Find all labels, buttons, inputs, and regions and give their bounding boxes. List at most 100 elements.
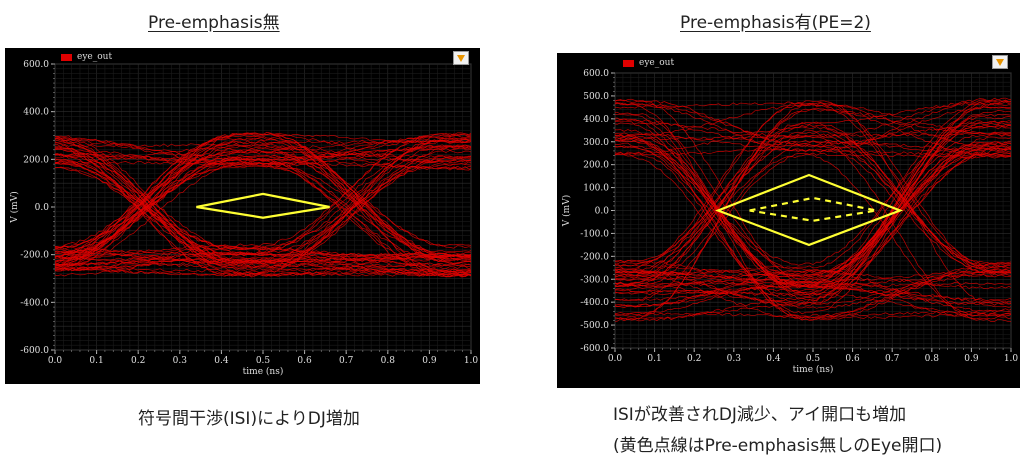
y-tick-label: 300.0: [583, 138, 609, 148]
x-tick-label: 0.4: [766, 354, 781, 364]
eye-trace: [615, 147, 1011, 285]
x-tick-label: 0.6: [845, 354, 860, 364]
x-tick-label: 0.7: [885, 354, 900, 364]
eye-trace: [615, 107, 1011, 281]
y-tick-label: 400.0: [583, 115, 609, 125]
eye-trace: [55, 139, 471, 267]
eye-trace: [55, 145, 471, 162]
filter-funnel-icon[interactable]: [992, 55, 1008, 69]
eye-trace: [55, 149, 471, 257]
eye-trace: [615, 133, 1011, 302]
eye-trace: [55, 148, 471, 277]
eye-trace: [615, 154, 1011, 317]
y-tick-label: -200.0: [580, 252, 609, 262]
eye-trace: [55, 138, 471, 267]
eye-trace: [55, 154, 471, 265]
eye-trace: [55, 137, 471, 264]
eye-trace: [615, 155, 1011, 306]
y-tick-label: 600.0: [23, 60, 49, 70]
y-tick-label: -200.0: [20, 251, 49, 261]
x-tick-label: 0.7: [339, 356, 354, 366]
x-tick-label: 0.4: [214, 356, 229, 366]
eye-trace: [615, 106, 1011, 294]
eye-trace: [55, 137, 471, 273]
eye-trace: [615, 97, 1011, 139]
y-tick-label: 100.0: [583, 184, 609, 194]
x-tick-label: 0.9: [422, 356, 437, 366]
eye-trace: [615, 103, 1011, 278]
eye-trace: [615, 124, 1011, 266]
legend-label: eye_out: [639, 58, 675, 68]
eye-traces: [55, 131, 471, 278]
x-tick-label: 0.9: [964, 354, 979, 364]
eye-trace: [615, 126, 1011, 302]
eye-trace: [55, 150, 471, 261]
eye-trace: [615, 115, 1011, 304]
right-eye-diagram-chart: 600.0 500.0 400.0 300.0 200.0 100.0 0.0 -100.0 -…: [561, 69, 1018, 375]
eye-trace: [55, 250, 471, 264]
eye-trace: [55, 144, 471, 168]
left-eye-diagram-panel: 600.0 400.0 200.0 0.0 -200.0 -400.0 -600.0 0.0 0…: [5, 48, 480, 384]
filter-funnel-icon[interactable]: [453, 51, 469, 65]
x-tick-label: 0.5: [806, 354, 821, 364]
eye-opening-dashed: [749, 196, 877, 222]
right-eye-diagram-panel: 600.0 500.0 400.0 300.0 200.0 100.0 0.0 -100.0 -…: [557, 53, 1020, 388]
eye-trace: [615, 101, 1011, 285]
y-tick-label: 200.0: [23, 155, 49, 165]
y-tick-label: 600.0: [583, 69, 609, 79]
left-title: Pre-emphasis無: [148, 13, 280, 33]
x-axis-label: time (ns): [243, 366, 284, 377]
y-axis-label: V (mV): [9, 191, 20, 223]
eye-trace: [55, 133, 471, 269]
x-tick-label: 0.5: [256, 356, 271, 366]
eye-trace: [615, 131, 1011, 267]
eye-trace: [55, 162, 471, 278]
eye-trace: [55, 252, 471, 272]
y-tick-label: 200.0: [583, 161, 609, 171]
grid: [54, 63, 472, 351]
y-tick-label: -400.0: [20, 298, 49, 308]
eye-trace: [55, 137, 471, 269]
eye-traces: [615, 97, 1011, 323]
right-caption-line2: (黄色点線はPre-emphasis無しのEye開口): [613, 436, 943, 456]
eye-trace: [615, 270, 1011, 305]
x-tick-label: 0.3: [173, 356, 188, 366]
eye-trace: [55, 139, 471, 267]
eye-trace: [615, 103, 1011, 148]
eye-trace: [615, 113, 1011, 287]
y-tick-label: -100.0: [580, 229, 609, 239]
eye-trace: [615, 140, 1011, 322]
eye-trace: [615, 99, 1011, 278]
right-caption-line1: ISIが改善されDJ減少、アイ開口も増加: [613, 405, 907, 425]
y-tick-label: 0.0: [595, 207, 610, 217]
y-axis-label: V (mV): [561, 195, 572, 227]
right-legend: eye_out: [623, 58, 674, 68]
eye-trace: [615, 310, 1011, 318]
x-tick-label: 0.8: [925, 354, 940, 364]
x-tick-label: 0.3: [727, 354, 742, 364]
eye-trace: [55, 132, 471, 264]
eye-trace: [615, 140, 1011, 287]
left-legend: eye_out: [61, 52, 112, 62]
eye-trace: [55, 138, 471, 272]
x-tick-label: 0.8: [381, 356, 396, 366]
eye-trace: [55, 161, 471, 249]
legend-swatch: [623, 59, 634, 67]
x-tick-label: 0.0: [608, 354, 623, 364]
eye-trace: [615, 139, 1011, 295]
eye-trace: [55, 137, 471, 276]
x-tick-label: 0.1: [89, 356, 103, 366]
eye-trace: [615, 266, 1011, 321]
eye-trace: [55, 134, 471, 166]
eye-trace: [615, 126, 1011, 272]
x-tick-label: 0.2: [131, 356, 145, 366]
y-tick-label: 500.0: [583, 92, 609, 102]
eye-trace: [615, 120, 1011, 321]
eye-trace: [615, 129, 1011, 285]
eye-trace: [615, 142, 1011, 281]
eye-trace: [615, 99, 1011, 156]
x-tick-label: 0.2: [687, 354, 701, 364]
legend-label: eye_out: [77, 52, 113, 62]
y-tick-label: -600.0: [20, 346, 49, 356]
y-tick-label: 400.0: [23, 108, 49, 118]
